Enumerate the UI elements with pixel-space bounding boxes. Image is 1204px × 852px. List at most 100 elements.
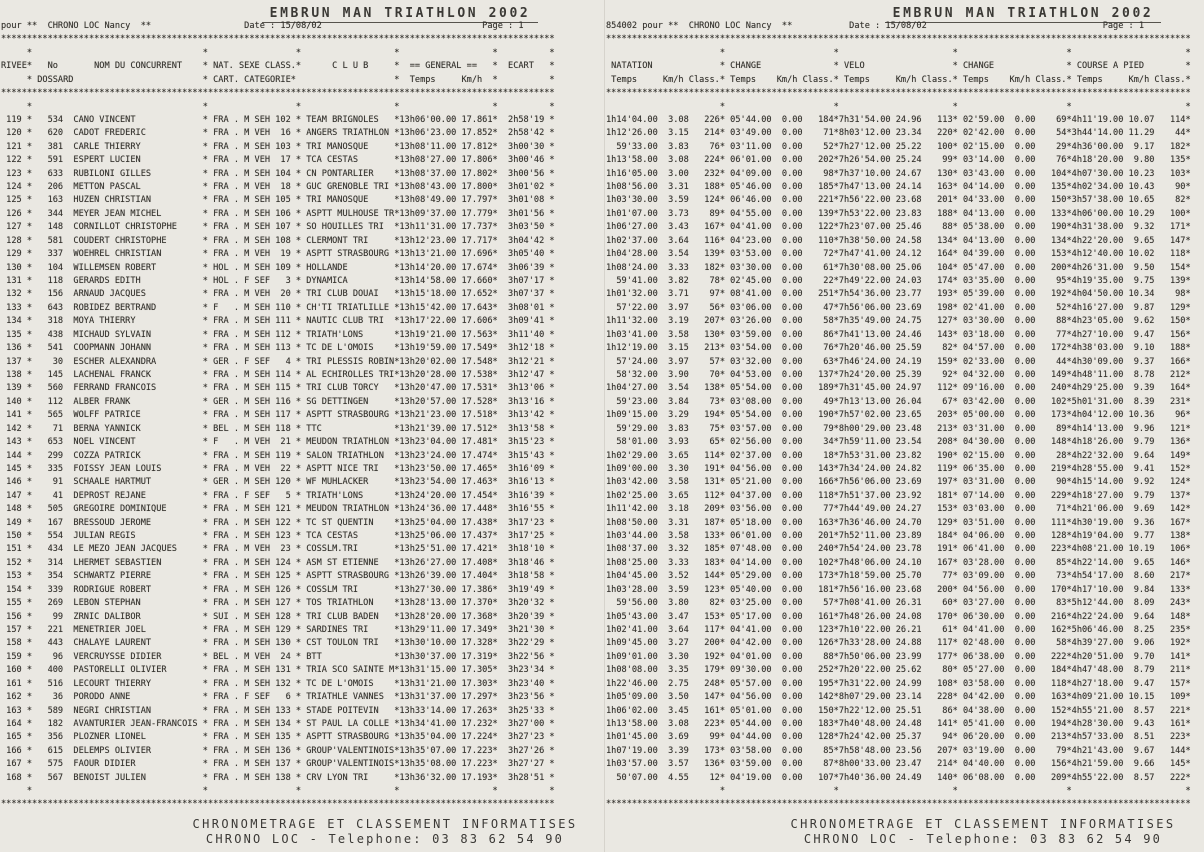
table-row: 1h04'27.00 3.54 138* 05'54.00 0.00 189*7…: [606, 383, 1191, 394]
column-header: * DOSSARD * CART. CATEGORIE* * Temps Km/…: [1, 74, 555, 85]
table-row: 128 * 581 COUDERT CHRISTOPHE * FRA . M S…: [1, 235, 555, 246]
table-row: 165 * 356 PLOZNER LIONEL * FRA . M SEH 1…: [1, 732, 555, 743]
table-row: 1h11'32.00 3.19 207* 03'26.00 0.00 58*7h…: [606, 316, 1191, 327]
separator: ****************************************…: [1, 34, 555, 45]
table-row: 1h11'42.00 3.18 209* 03'56.00 0.00 77*7h…: [606, 504, 1191, 515]
table-row: 1h03'42.00 3.58 131* 05'21.00 0.00 166*7…: [606, 477, 1191, 488]
page-footer: CHRONOMETRAGE ET CLASSEMENT INFORMATISES…: [0, 817, 600, 846]
table-row: 1h13'58.00 3.08 223* 05'44.00 0.00 183*7…: [606, 718, 1191, 729]
table-row: 141 * 565 WOLFF PATRICE * FRA . M SEH 11…: [1, 410, 555, 421]
table-row: 1h08'56.00 3.31 188* 05'46.00 0.00 185*7…: [606, 182, 1191, 193]
table-row: 168 * 567 BENOIST JULIEN * FRA . M SEH 1…: [1, 772, 555, 783]
table-row: 1h03'30.00 3.59 124* 06'46.00 0.00 221*7…: [606, 195, 1191, 206]
table-row: 1h01'32.00 3.71 97* 08'41.00 0.00 251*7h…: [606, 289, 1191, 300]
table-row: 58'01.00 3.93 65* 02'56.00 0.00 34*7h59'…: [606, 437, 1191, 448]
table-row: 1h03'28.00 3.59 123* 05'40.00 0.00 181*7…: [606, 584, 1191, 595]
table-row: 157 * 221 MENETRIER JOEL * FRA . M SEH 1…: [1, 624, 555, 635]
table-row: 122 * 591 ESPERT LUCIEN * FRA . M VEH 17…: [1, 155, 555, 166]
table-row: 1h09'00.00 3.30 191* 04'56.00 0.00 143*7…: [606, 463, 1191, 474]
table-row: 1h09'45.00 3.27 200* 04'42.00 0.00 126*7…: [606, 638, 1191, 649]
footer-line-1: CHRONOMETRAGE ET CLASSEMENT INFORMATISES: [790, 817, 1176, 831]
page-footer: CHRONOMETRAGE ET CLASSEMENT INFORMATISES…: [605, 817, 1204, 846]
table-row: 59'33.00 3.83 76* 03'11.00 0.00 52*7h27'…: [606, 141, 1191, 152]
table-row: 130 * 104 WILLEMSEN ROBERT * HOL . M SEH…: [1, 262, 555, 273]
table-row: 1h12'19.00 3.15 213* 03'54.00 0.00 76*7h…: [606, 343, 1191, 354]
footer-line-2: CHRONO LOC - Telephone: 03 83 62 54 90: [803, 832, 1163, 846]
table-row: 1h05'43.00 3.47 153* 05'17.00 0.00 161*7…: [606, 611, 1191, 622]
results-table-general: pour ** CHRONO LOC Nancy ** Date : 15/08…: [1, 20, 555, 812]
table-row: 1h02'29.00 3.65 114* 02'37.00 0.00 18*7h…: [606, 450, 1191, 461]
column-header: RIVEE* No NOM DU CONCURRENT * NAT. SEXE …: [1, 61, 555, 72]
table-row: 59'56.00 3.80 82* 03'25.00 0.00 57*7h08'…: [606, 598, 1191, 609]
column-header: Temps Km/h Class.* Temps Km/h Class.* Te…: [606, 74, 1191, 85]
table-row: 136 * 541 COOPMANN JOHANN * FRA . M SEH …: [1, 343, 555, 354]
table-row: 1h16'05.00 3.00 232* 04'09.00 0.00 98*7h…: [606, 168, 1191, 179]
separator: ****************************************…: [1, 88, 555, 99]
table-row: 1h01'45.00 3.69 99* 04'44.00 0.00 128*7h…: [606, 732, 1191, 743]
table-row: 1h08'50.00 3.31 187* 05'18.00 0.00 163*7…: [606, 517, 1191, 528]
separator: ****************************************…: [1, 799, 555, 810]
column-marks: * * * * *: [606, 101, 1191, 112]
table-row: 59'23.00 3.84 73* 03'08.00 0.00 49*7h13'…: [606, 396, 1191, 407]
table-row: 1h06'27.00 3.43 167* 04'41.00 0.00 122*7…: [606, 222, 1191, 233]
table-row: 160 * 400 PASTORELLI OLIVIER * FRA . M S…: [1, 665, 555, 676]
table-row: 1h09'15.00 3.29 194* 05'54.00 0.00 190*7…: [606, 410, 1191, 421]
table-row: 149 * 167 BRESSOUD JEROME * FRA . M SEH …: [1, 517, 555, 528]
table-row: 1h09'01.00 3.30 192* 04'01.00 0.00 88*7h…: [606, 651, 1191, 662]
table-row: 135 * 438 MICHAUD SYLVAIN * FRA . M SEH …: [1, 329, 555, 340]
table-row: 144 * 299 COZZA PATRICK * FRA . M SEH 11…: [1, 450, 555, 461]
table-row: 59'29.00 3.83 75* 03'57.00 0.00 79*8h00'…: [606, 423, 1191, 434]
table-row: 1h03'44.00 3.58 133* 06'01.00 0.00 201*7…: [606, 531, 1191, 542]
table-row: 140 * 112 ALBER FRANK * GER . M SEH 116 …: [1, 396, 555, 407]
column-marks: * * * * *: [606, 786, 1191, 797]
separator: ****************************************…: [606, 34, 1191, 45]
table-row: 121 * 381 CARLE THIERRY * FRA . M SEH 10…: [1, 141, 555, 152]
table-row: 153 * 354 SCHWARTZ PIERRE * FRA . M SEH …: [1, 571, 555, 582]
column-marks: * * * * * *: [1, 786, 555, 797]
table-row: 1h02'41.00 3.64 117* 04'41.00 0.00 123*7…: [606, 624, 1191, 635]
table-row: 1h07'19.00 3.39 173* 03'58.00 0.00 85*7h…: [606, 745, 1191, 756]
table-row: 58'32.00 3.90 70* 04'53.00 0.00 137*7h24…: [606, 369, 1191, 380]
table-row: 1h04'45.00 3.52 144* 05'29.00 0.00 173*7…: [606, 571, 1191, 582]
table-row: 152 * 314 LHERMET SEBASTIEN * FRA . M SE…: [1, 557, 555, 568]
table-row: 164 * 182 AVANTURIER JEAN-FRANCOIS * FRA…: [1, 718, 555, 729]
table-row: 163 * 589 NEGRI CHRISTIAN * FRA . M SEH …: [1, 705, 555, 716]
table-row: 1h04'28.00 3.54 139* 03'53.00 0.00 72*7h…: [606, 249, 1191, 260]
table-row: 124 * 206 METTON PASCAL * FRA . M VEH 18…: [1, 182, 555, 193]
column-header: NATATION * CHANGE * VELO * CHANGE * COUR…: [606, 61, 1191, 72]
table-row: 125 * 163 HUZEN CHRISTIAN * FRA . M SEH …: [1, 195, 555, 206]
table-row: 166 * 615 DELEMPS OLIVIER * FRA . M SEH …: [1, 745, 555, 756]
table-row: 50'07.00 4.55 12* 04'19.00 0.00 107*7h40…: [606, 772, 1191, 783]
table-row: 155 * 269 LEBON STEPHAN * FRA . M SEH 12…: [1, 598, 555, 609]
table-row: 1h08'37.00 3.32 185* 07'48.00 0.00 240*7…: [606, 544, 1191, 555]
table-row: 1h03'41.00 3.58 130* 03'59.00 0.00 86*7h…: [606, 329, 1191, 340]
table-row: 126 * 344 MEYER JEAN MICHEL * FRA . M SE…: [1, 208, 555, 219]
meta-line: 854002 pour ** CHRONO LOC Nancy ** Date …: [606, 21, 1191, 31]
table-row: 161 * 516 LECOURT THIERRY * FRA . M SEH …: [1, 678, 555, 689]
table-row: 156 * 99 ZRNIC DALIBOR * SUI . M SEH 128…: [1, 611, 555, 622]
meta-line: pour ** CHRONO LOC Nancy ** Date : 15/08…: [1, 21, 555, 31]
table-row: 123 * 633 RUBILONI GILLES * FRA . M SEH …: [1, 168, 555, 179]
column-marks: * * * * * *: [1, 101, 555, 112]
table-row: 120 * 620 CADOT FREDERIC * FRA . M VEH 1…: [1, 128, 555, 139]
table-row: 133 * 643 ROBIDEZ BERTRAND * F . M SEH 1…: [1, 302, 555, 313]
table-row: 1h12'26.00 3.15 214* 03'49.00 0.00 71*8h…: [606, 128, 1191, 139]
table-row: 1h14'04.00 3.08 226* 05'44.00 0.00 184*7…: [606, 114, 1191, 125]
page-header: EMBRUN MAN TRIATHLON 2002: [0, 2, 600, 23]
results-table-splits: 854002 pour ** CHRONO LOC Nancy ** Date …: [606, 20, 1191, 812]
table-row: 1h02'37.00 3.64 116* 04'23.00 0.00 110*7…: [606, 235, 1191, 246]
table-row: 57'24.00 3.97 57* 03'32.00 0.00 63*7h46'…: [606, 356, 1191, 367]
table-row: 146 * 91 SCHAALE HARTMUT * GER . M SEH 1…: [1, 477, 555, 488]
table-row: 1h22'46.00 2.75 248* 05'57.00 0.00 195*7…: [606, 678, 1191, 689]
table-row: 1h08'24.00 3.33 182* 03'30.00 0.00 61*7h…: [606, 262, 1191, 273]
table-row: 1h02'25.00 3.65 112* 04'37.00 0.00 118*7…: [606, 490, 1191, 501]
table-row: 127 * 148 CORNILLOT CHRISTOPHE * FRA . M…: [1, 222, 555, 233]
table-row: 151 * 434 LE MEZO JEAN JACQUES * FRA . M…: [1, 544, 555, 555]
results-page-splits: EMBRUN MAN TRIATHLON 2002 854002 pour **…: [604, 0, 1204, 852]
table-row: 154 * 339 RODRIGUE ROBERT * FRA . M SEH …: [1, 584, 555, 595]
footer-line-1: CHRONOMETRAGE ET CLASSEMENT INFORMATISES: [192, 817, 578, 831]
page-header: EMBRUN MAN TRIATHLON 2002: [605, 2, 1204, 23]
table-row: 139 * 560 FERRAND FRANCOIS * FRA . M SEH…: [1, 383, 555, 394]
results-page-general: EMBRUN MAN TRIATHLON 2002 pour ** CHRONO…: [0, 0, 600, 852]
